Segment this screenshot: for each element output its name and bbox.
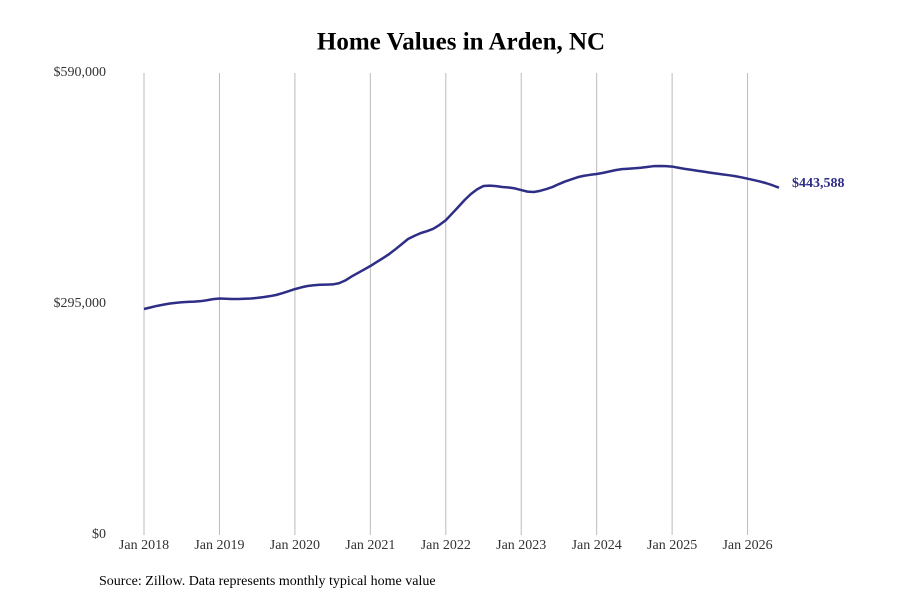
source-note: Source: Zillow. Data represents monthly … xyxy=(99,574,436,589)
x-tick-label: Jan 2018 xyxy=(119,538,169,553)
x-tick-label: Jan 2026 xyxy=(722,538,772,553)
y-tick-label: $295,000 xyxy=(54,296,107,311)
chart-title: Home Values in Arden, NC xyxy=(317,29,605,56)
x-tick-label: Jan 2025 xyxy=(647,538,697,553)
x-tick-label: Jan 2024 xyxy=(572,538,622,553)
x-tick-label: Jan 2023 xyxy=(496,538,546,553)
x-tick-label: Jan 2021 xyxy=(345,538,395,553)
data-line xyxy=(143,164,780,311)
y-tick-label: $590,000 xyxy=(54,65,107,80)
x-tick-label: Jan 2022 xyxy=(421,538,471,553)
x-tick-label: Jan 2020 xyxy=(270,538,320,553)
y-tick-label: $0 xyxy=(92,527,106,542)
x-tick-label: Jan 2019 xyxy=(194,538,244,553)
end-value-label: $443,588 xyxy=(792,176,845,191)
